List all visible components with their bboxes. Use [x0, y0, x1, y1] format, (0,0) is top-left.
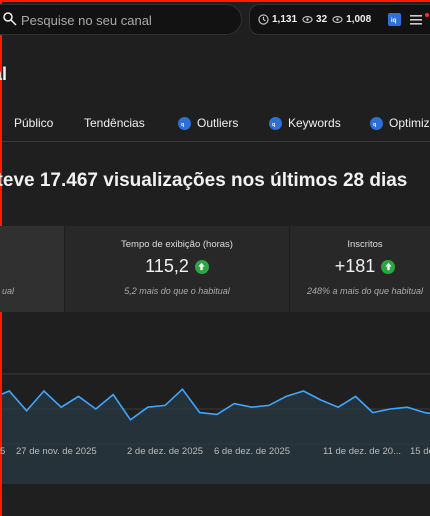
tab-label: Tendências: [84, 116, 145, 130]
vidiq-icon: q: [178, 116, 191, 130]
metric-label: Tempo de exibição (horas): [121, 239, 233, 250]
main-content: al Público Tendências q Outliers q Keywo…: [0, 42, 430, 516]
tab-label: Outliers: [197, 116, 239, 130]
metric-card-views[interactable]: ual: [0, 226, 64, 312]
metric-note: 248% a mais do que habitual: [306, 286, 424, 296]
top-bar: 1,131 32 1,008 iq: [0, 2, 430, 42]
x-tick-label: 2 de dez. de 2025: [127, 446, 204, 457]
metric-value: +181: [334, 256, 376, 276]
x-tick-label: 27 de nov. de 2025: [16, 446, 97, 457]
chart-marks: [2, 388, 430, 484]
x-tick-label: 6 de dez. de 2025: [214, 446, 291, 457]
tab-optimize[interactable]: q Optimize: [370, 116, 430, 130]
vidiq-icon[interactable]: iq: [388, 13, 402, 26]
stats-pill[interactable]: 1,131 32 1,008 iq: [249, 4, 430, 35]
tab-tendencias[interactable]: Tendências: [84, 116, 145, 130]
tab-label: Optimize: [389, 116, 430, 130]
summary-headline: l teve 17.467 visualizações nos últimos …: [0, 170, 408, 191]
tab-outliers[interactable]: q Outliers: [178, 116, 238, 130]
tab-label: Keywords: [288, 116, 341, 130]
svg-text:q: q: [181, 122, 184, 127]
views-chart[interactable]: [2, 354, 430, 484]
x-tick-label: 5: [0, 446, 6, 457]
metric-value-row: +181: [290, 256, 430, 277]
x-axis-labels: 5 27 de nov. de 2025 2 de dez. de 2025 6 de…: [0, 446, 430, 460]
search-icon: [3, 12, 17, 26]
search-input[interactable]: [21, 11, 221, 29]
stat-views: 1,131: [258, 14, 297, 25]
metric-cards: ual Tempo de exibição (horas) 115,2 5,2 …: [0, 226, 430, 312]
stat-other-value: 1,008: [346, 14, 372, 25]
metric-value-row: 115,2: [65, 256, 289, 277]
stat-other: 1,008: [332, 14, 371, 25]
metric-note: 5,2 mais do que o habitual: [124, 286, 230, 296]
svg-text:iq: iq: [391, 17, 397, 24]
svg-text:q: q: [373, 122, 376, 127]
metric-value: 115,2: [145, 256, 189, 276]
metric-card-subscribers[interactable]: Inscritos +181 248% a mais do que habitu…: [290, 226, 430, 312]
arrow-up-icon: [381, 259, 396, 274]
notification-dot-icon: [425, 12, 430, 17]
eye-icon: [302, 16, 313, 23]
series-line: [2, 388, 430, 421]
page-title: al: [0, 64, 8, 84]
metric-label: Inscritos: [347, 239, 383, 250]
menu-icon[interactable]: [410, 14, 423, 25]
search-box[interactable]: [0, 4, 242, 35]
vidiq-icon: q: [269, 116, 282, 130]
tab-bar: Público Tendências q Outliers q Keywords…: [2, 112, 430, 142]
stat-watch-value: 32: [316, 14, 328, 25]
x-tick-label: 15 de: [410, 446, 430, 457]
series-area: [2, 389, 430, 484]
tab-keywords[interactable]: q Keywords: [269, 116, 341, 130]
stat-views-value: 1,131: [272, 14, 298, 25]
stat-watch: 32: [302, 14, 327, 25]
svg-text:q: q: [272, 122, 275, 127]
tab-label: Público: [14, 116, 54, 130]
arrow-up-icon: [194, 259, 209, 274]
clock-icon: [258, 14, 269, 25]
metric-note: ual: [2, 286, 15, 296]
tab-publico[interactable]: Público: [14, 116, 53, 130]
eye-icon: [332, 16, 343, 23]
x-tick-label: 11 de dez. de 20...: [323, 446, 401, 457]
metric-card-watch-time[interactable]: Tempo de exibição (horas) 115,2 5,2 mais…: [65, 226, 289, 312]
vidiq-icon: q: [370, 116, 383, 130]
